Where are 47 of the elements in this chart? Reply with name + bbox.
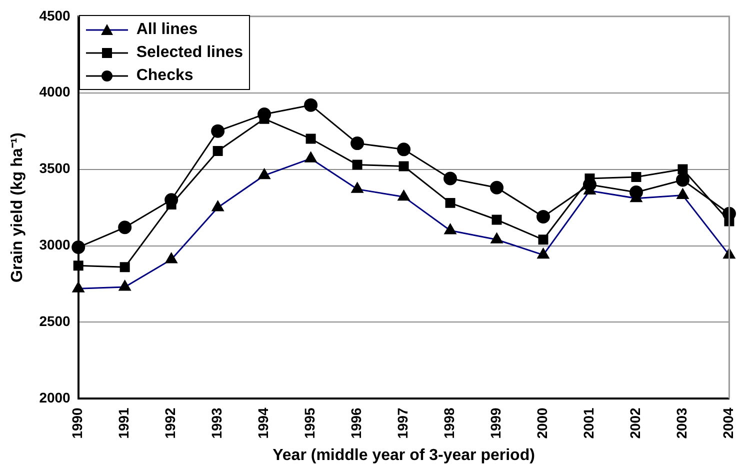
x-tick-label: 1995 xyxy=(302,407,318,439)
x-tick-label: 2001 xyxy=(580,407,597,439)
point xyxy=(538,234,548,245)
y-tick-label: 3000 xyxy=(39,236,71,253)
x-tick-label: 2002 xyxy=(627,407,644,439)
point xyxy=(118,220,132,234)
point xyxy=(631,172,642,182)
point xyxy=(490,180,504,194)
y-tick-label: 4500 xyxy=(39,7,71,24)
point xyxy=(352,160,362,170)
point xyxy=(306,134,316,144)
x-tick-label: 2003 xyxy=(674,407,690,439)
point xyxy=(72,240,86,254)
legend-label: All lines xyxy=(136,20,198,39)
point xyxy=(304,98,318,112)
y-axis-title: Grain yield (kg ha⁻¹) xyxy=(9,132,26,282)
x-tick-label: 1998 xyxy=(441,407,458,439)
x-tick-label: 1996 xyxy=(348,407,364,439)
point xyxy=(444,172,458,186)
legend-label: Checks xyxy=(136,66,194,85)
x-tick-label: 1992 xyxy=(162,407,178,439)
point xyxy=(397,142,411,156)
y-tick-label: 2500 xyxy=(39,313,71,330)
x-tick-label: 2000 xyxy=(534,407,550,439)
point xyxy=(445,198,456,208)
y-tick-label: 2000 xyxy=(39,390,71,406)
point xyxy=(211,124,225,138)
point xyxy=(678,164,688,174)
point xyxy=(120,262,130,272)
x-tick-label: 2004 xyxy=(720,407,736,439)
x-axis-title: Year (middle year of 3-year period) xyxy=(272,446,535,464)
x-tick-label: 1997 xyxy=(394,407,411,439)
y-tick-label: 3500 xyxy=(39,160,71,176)
x-tick-label: 1990 xyxy=(69,407,86,439)
point xyxy=(350,136,364,150)
legend-label: Selected lines xyxy=(136,44,244,62)
x-tick-label: 1991 xyxy=(116,407,132,439)
point xyxy=(398,161,409,172)
point xyxy=(212,146,223,156)
x-tick-label: 1994 xyxy=(255,407,272,439)
point xyxy=(73,260,84,271)
y-tick-label: 4000 xyxy=(39,84,71,100)
x-tick-label: 1993 xyxy=(208,407,225,439)
point xyxy=(676,173,690,187)
point xyxy=(536,210,550,224)
x-tick-label: 1999 xyxy=(488,407,504,439)
point xyxy=(492,214,502,225)
